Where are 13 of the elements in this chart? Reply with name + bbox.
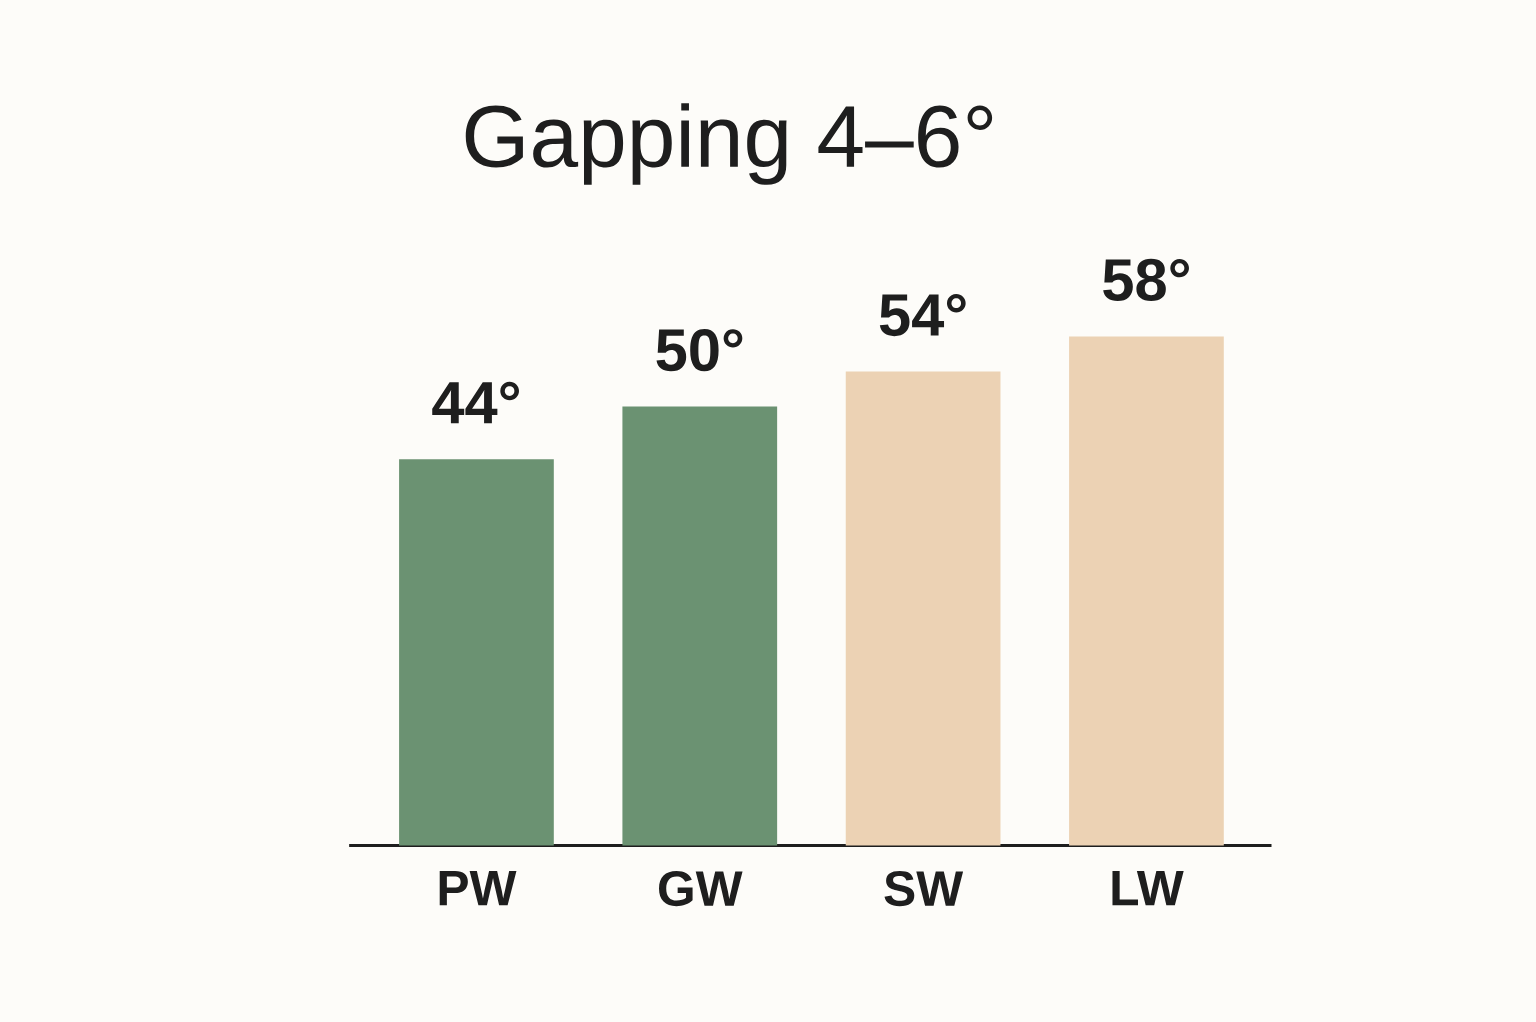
chart-title: Gapping 4–6° xyxy=(465,103,993,185)
x-tick-label: LW xyxy=(1112,870,1184,906)
x-tick-label: GW xyxy=(659,870,743,907)
x-tick-label: PW xyxy=(439,870,517,906)
bar xyxy=(1069,336,1224,846)
bar xyxy=(399,459,554,846)
data-label: 44° xyxy=(432,381,519,424)
x-tick-label: SW xyxy=(884,870,964,907)
data-label: 54° xyxy=(879,293,966,337)
bar xyxy=(845,371,1001,846)
data-label: 50° xyxy=(656,328,743,372)
data-label: 58° xyxy=(1103,258,1189,301)
bar xyxy=(622,406,778,846)
